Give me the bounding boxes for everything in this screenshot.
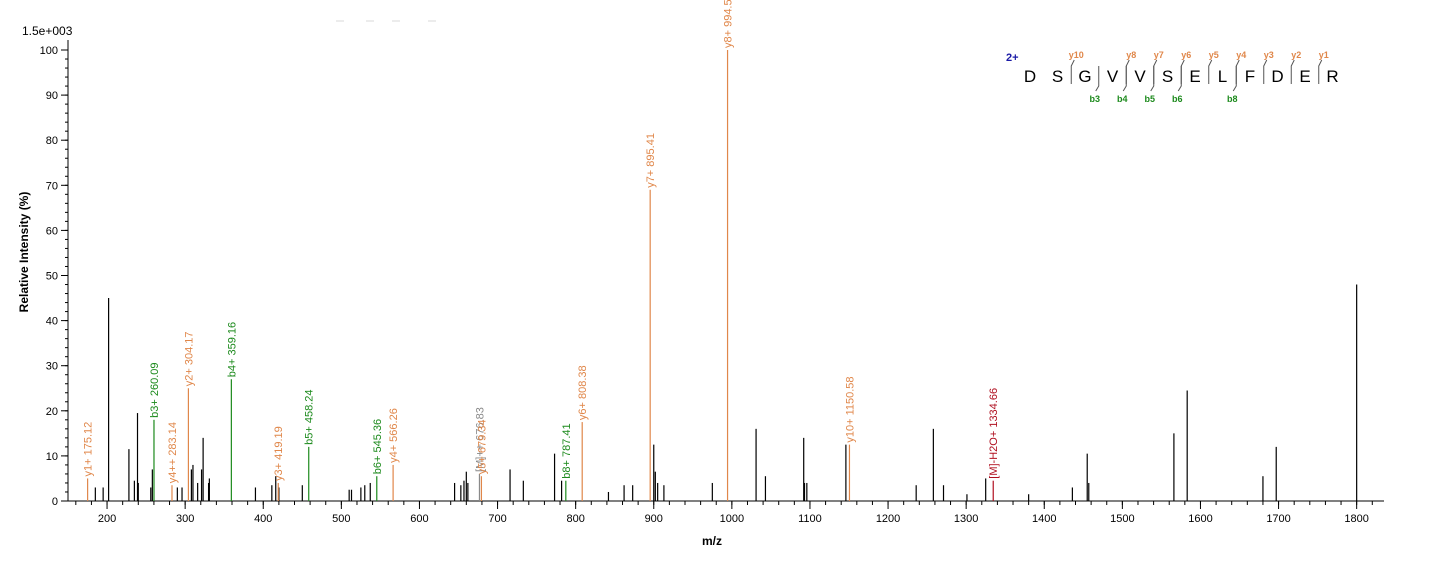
x-tick-label: 200 xyxy=(98,513,116,525)
y-ion-tag: y6 xyxy=(1181,50,1191,60)
annotated-peaks: y1+ 175.12 b3+ 260.09 y4++ 283.14 y2+ 304.1… xyxy=(83,0,1000,501)
y-tick-label: 70 xyxy=(46,180,58,192)
peak-label: y3+ 419.19 xyxy=(273,426,285,481)
x-tick-label: 500 xyxy=(332,513,350,525)
x-tick-label: 1700 xyxy=(1266,513,1290,525)
y-tick-label: 10 xyxy=(46,451,58,463)
y-tick-label: 30 xyxy=(46,361,58,373)
intensity-scale-label: 1.5e+003 xyxy=(22,24,73,38)
sequence-residue: S xyxy=(1052,67,1063,86)
peak-label: y1+ 175.12 xyxy=(83,422,95,477)
sequence-residue: S xyxy=(1162,67,1173,86)
y-ion-tag: y7 xyxy=(1154,50,1164,60)
y-ion-tag: y10 xyxy=(1069,50,1084,60)
sequence-residue: R xyxy=(1326,67,1338,86)
y-tick-label: 20 xyxy=(46,406,58,418)
sequence-residue: L xyxy=(1218,67,1227,86)
peak-label: y7+ 895.41 xyxy=(645,133,657,188)
y-ion-cleavage-mark xyxy=(1070,59,1075,84)
y-axis-title: Relative Intensity (%) xyxy=(17,192,31,313)
x-axis-title: m/z xyxy=(702,534,722,548)
peak-label: b8+ 787.41 xyxy=(561,423,573,478)
x-tick-label: 1100 xyxy=(798,513,822,525)
b-ion-cleavage-mark xyxy=(1095,66,1100,92)
sequence-residue: G xyxy=(1078,67,1091,86)
y-tick-label: 60 xyxy=(46,225,58,237)
peak-label: y5+ 679.34 xyxy=(476,419,488,474)
sequence-residue: E xyxy=(1299,67,1310,86)
b-ion-cleavage-mark xyxy=(1177,66,1182,92)
charge-state-label: 2+ xyxy=(1006,52,1019,64)
y-tick-label: 80 xyxy=(46,135,58,147)
b-ion-cleavage-mark xyxy=(1232,66,1237,92)
y-ion-cleavage-mark xyxy=(1290,59,1295,84)
sequence-residue: V xyxy=(1107,67,1119,86)
sequence-residue: D xyxy=(1271,67,1283,86)
y-ion-tag: y2 xyxy=(1291,50,1301,60)
peak-label: y4++ 283.14 xyxy=(167,422,179,483)
x-tick-label: 1200 xyxy=(876,513,900,525)
peak-label: y4+ 566.26 xyxy=(388,408,400,463)
x-tick-label: 800 xyxy=(566,513,584,525)
x-tick-label: 1300 xyxy=(954,513,978,525)
b-ion-tag: b6 xyxy=(1172,94,1183,104)
y-ion-tag: y4 xyxy=(1236,50,1246,60)
b-ion-cleavage-mark xyxy=(1122,66,1127,92)
y-tick-label: 40 xyxy=(46,316,58,328)
sequence-residue: D xyxy=(1024,67,1036,86)
x-tick-label: 1600 xyxy=(1188,513,1212,525)
peak-label: b3+ 260.09 xyxy=(149,362,161,417)
y-ion-cleavage-mark xyxy=(1318,59,1323,84)
peak-label: y2+ 304.17 xyxy=(183,332,195,387)
b-ion-cleavage-mark xyxy=(1150,66,1155,92)
peak-label: y6+ 808.38 xyxy=(577,365,589,420)
peak-label: [M]++ 676.83 xyxy=(474,407,486,472)
unassigned-peaks xyxy=(94,284,1358,501)
y-ion-cleavage-mark xyxy=(1263,59,1268,84)
y-ion-tag: y1 xyxy=(1319,50,1329,60)
x-tick-label: 700 xyxy=(488,513,506,525)
y-ion-tag: y3 xyxy=(1264,50,1274,60)
sequence-residue: V xyxy=(1134,67,1146,86)
peak-label: b5+ 458.24 xyxy=(304,390,316,445)
axes: 200 300 400 500 600 700 800 900 1000 1100 1200 1300… xyxy=(40,40,1384,525)
x-tick-label: 400 xyxy=(254,513,272,525)
x-tick-label: 900 xyxy=(645,513,663,525)
b-ion-tag: b8 xyxy=(1227,94,1238,104)
y-tick-label: 50 xyxy=(46,271,58,283)
sequence-residue: E xyxy=(1189,67,1200,86)
y-tick-label: 100 xyxy=(40,45,58,57)
y-ion-tag: y5 xyxy=(1209,50,1219,60)
b-ion-tag: b3 xyxy=(1089,94,1100,104)
peak-label: y10+ 1150.58 xyxy=(844,376,856,442)
peak-label: y8+ 994.50 xyxy=(723,0,735,48)
peak-label: [M]-H2O+ 1334.66 xyxy=(988,388,1000,479)
x-tick-label: 1800 xyxy=(1344,513,1368,525)
x-tick-label: 1000 xyxy=(720,513,744,525)
peak-label: b6+ 545.36 xyxy=(372,419,384,474)
x-tick-label: 1500 xyxy=(1110,513,1134,525)
y-tick-label: 90 xyxy=(46,90,58,102)
peak-label: b4+ 359.16 xyxy=(226,322,238,377)
sequence-residue: F xyxy=(1245,67,1255,86)
x-tick-label: 300 xyxy=(176,513,194,525)
y-ion-cleavage-mark xyxy=(1208,59,1213,84)
x-tick-label: 600 xyxy=(410,513,428,525)
b-ion-tag: b4 xyxy=(1117,94,1128,104)
x-tick-label: 1400 xyxy=(1032,513,1056,525)
y-ion-tag: y8 xyxy=(1126,50,1136,60)
b-ion-tag: b5 xyxy=(1144,94,1155,104)
y-tick-label: 0 xyxy=(52,496,58,508)
